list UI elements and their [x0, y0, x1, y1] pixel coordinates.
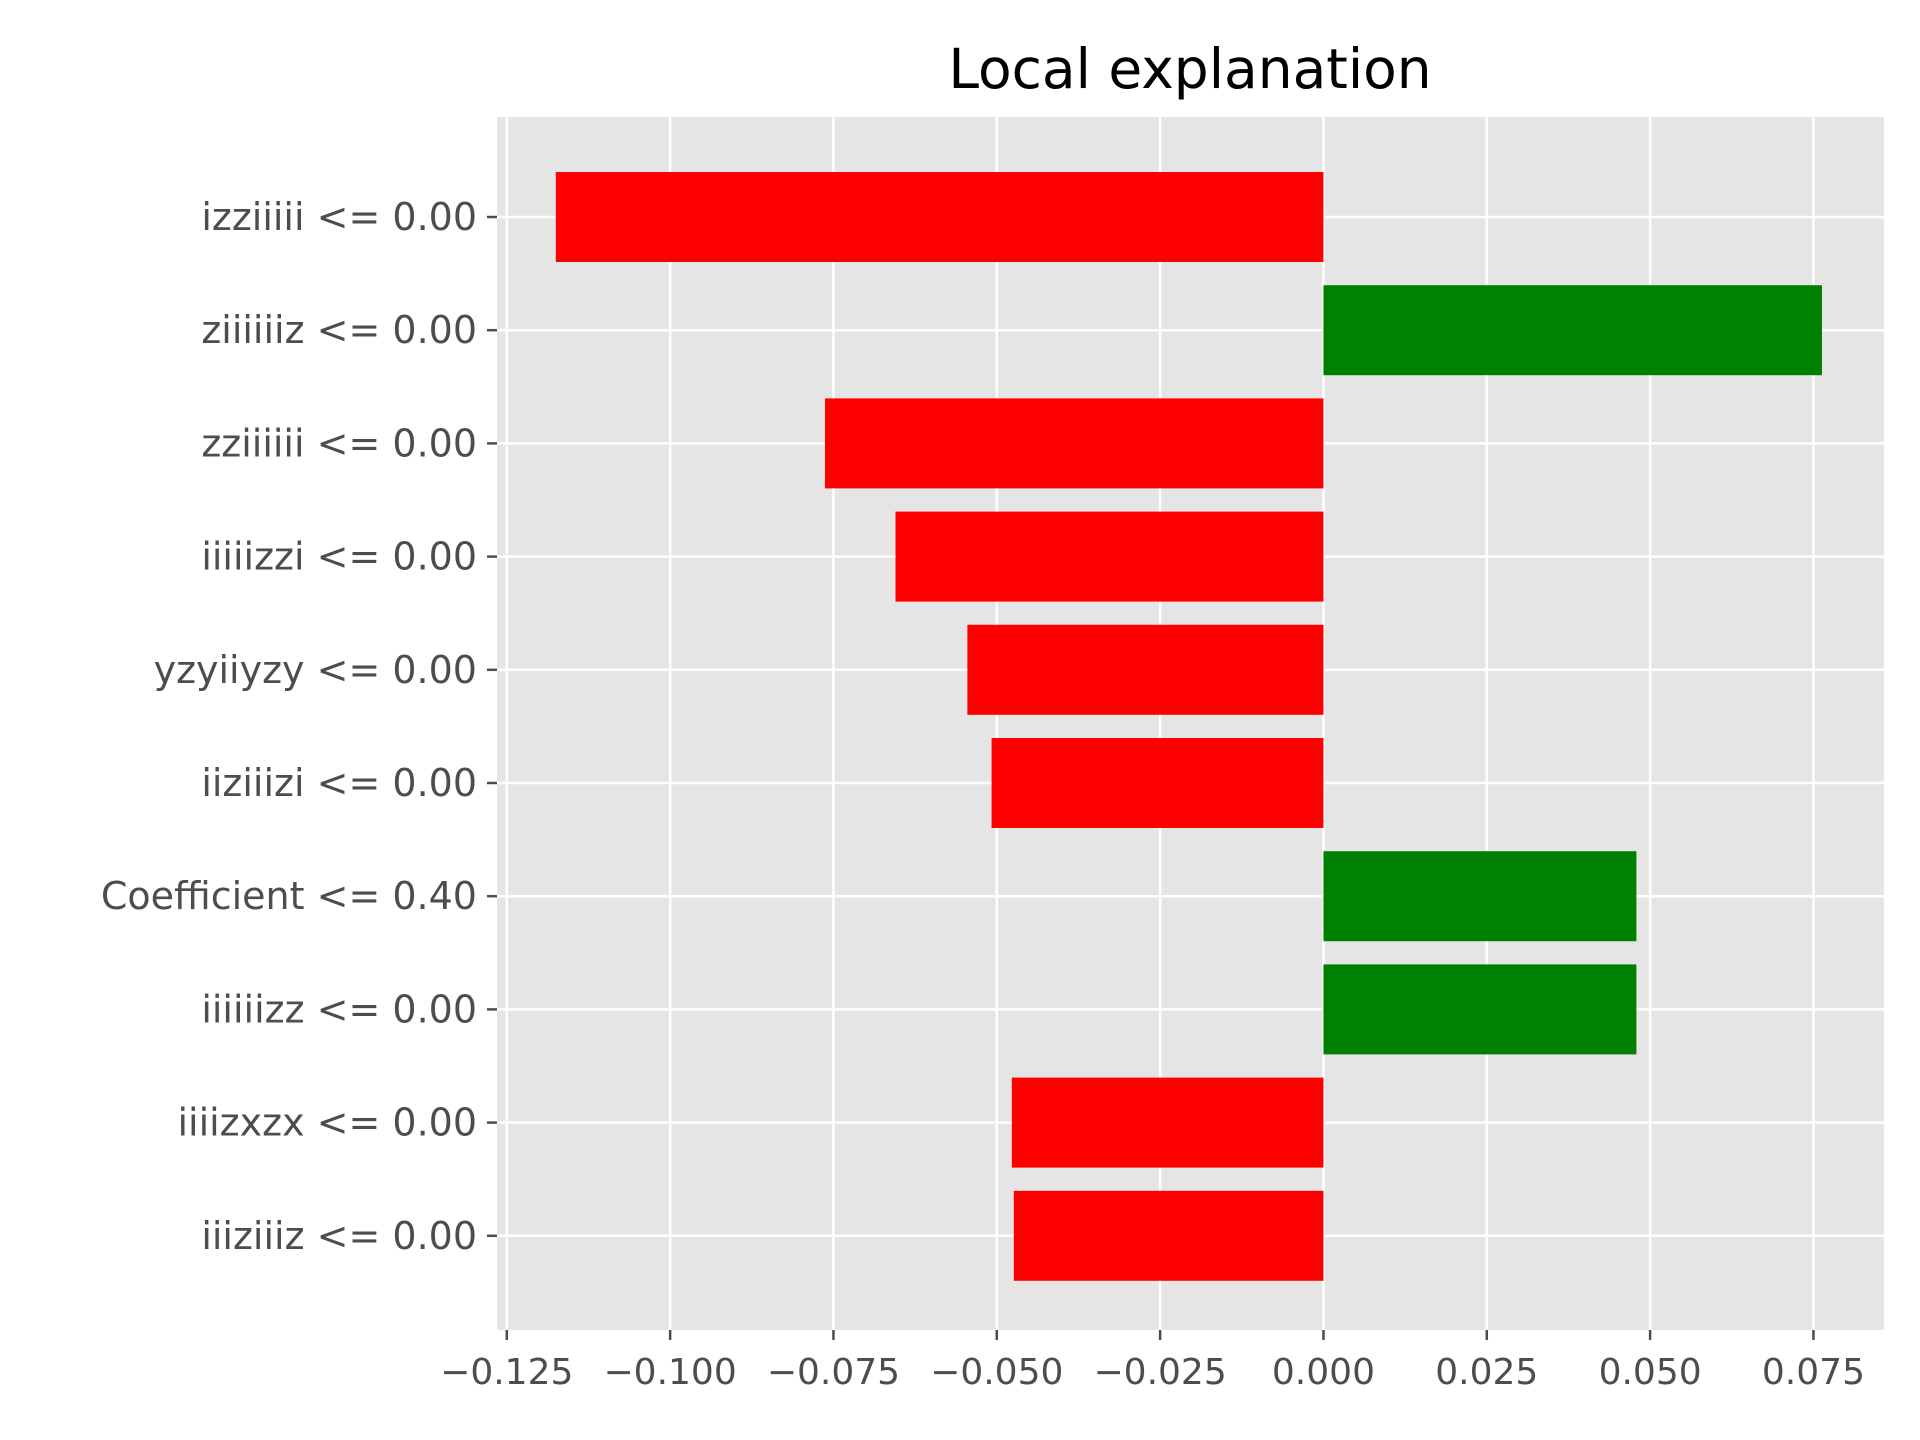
bar [1013, 1190, 1324, 1281]
bar [895, 511, 1324, 602]
y-tick-label: yzyiiyzy <= 0.00 [154, 648, 477, 692]
bar-layer [555, 172, 1822, 1281]
y-tick-label: iiiziiiz <= 0.00 [201, 1214, 477, 1258]
chart-title: Local explanation [948, 37, 1431, 101]
y-axis: izziiiii <= 0.00 ziiiiiiz <= 0.00 zziiiiii… [101, 195, 497, 1258]
y-tick-label: iiiizxzx <= 0.00 [177, 1101, 477, 1145]
x-tick-label: −0.125 [440, 1352, 573, 1393]
x-axis: −0.125 −0.100 −0.075 −0.050 −0.025 0.000 0.025… [440, 1330, 1865, 1393]
x-tick-label: 0.000 [1272, 1352, 1375, 1393]
y-tick-label: Coefficient <= 0.40 [101, 874, 477, 918]
bar [555, 172, 1324, 262]
x-tick-label: −0.100 [604, 1352, 737, 1393]
y-tick-label: zziiiiii <= 0.00 [201, 421, 477, 465]
y-tick-label: iiziiizi <= 0.00 [201, 761, 477, 805]
bar [1323, 964, 1637, 1055]
bar [991, 738, 1324, 828]
x-tick-label: −0.025 [1094, 1352, 1227, 1393]
bar [967, 624, 1324, 715]
x-tick-label: 0.025 [1435, 1352, 1538, 1393]
y-tick-label: iiiiizzi <= 0.00 [201, 535, 477, 579]
y-tick-label: iiiiiizz <= 0.00 [201, 987, 477, 1031]
bar [1323, 285, 1822, 376]
x-tick-label: 0.050 [1599, 1352, 1702, 1393]
bar [1323, 851, 1637, 942]
bar [824, 398, 1324, 489]
y-tick-label: ziiiiiiz <= 0.00 [201, 308, 477, 352]
x-tick-label: −0.075 [767, 1352, 900, 1393]
bar [1011, 1077, 1324, 1168]
x-tick-label: −0.050 [930, 1352, 1063, 1393]
x-tick-label: 0.075 [1762, 1352, 1865, 1393]
y-tick-label: izziiiii <= 0.00 [201, 195, 477, 239]
